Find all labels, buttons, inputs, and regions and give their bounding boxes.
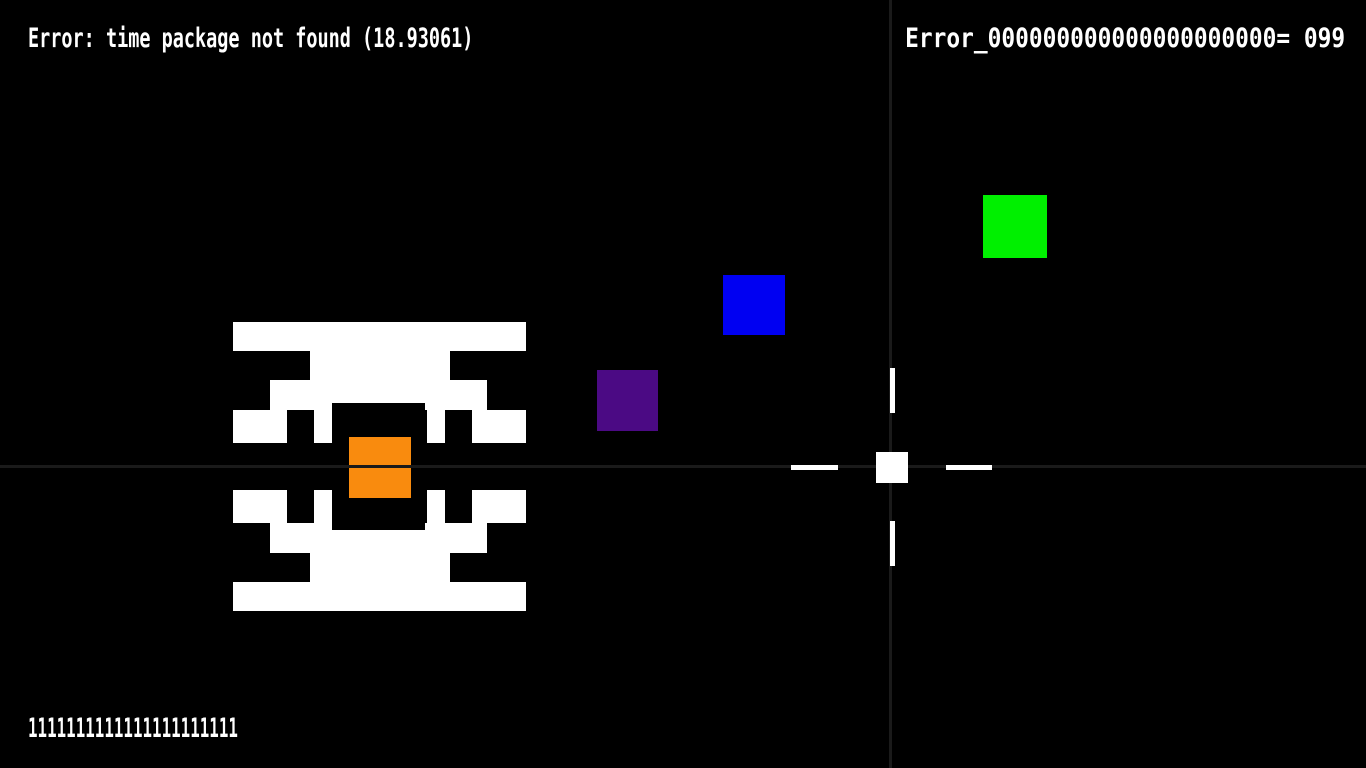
crosshair-tick-right [946,465,992,470]
error-code-right: Error_000000000000000000000= 099 [904,23,1345,54]
sprite-block [472,490,526,523]
sprite-block [270,530,487,553]
purple-square[interactable] [597,370,658,431]
crosshair-tick-bottom [890,521,895,566]
axis-line-horizontal [0,465,1366,468]
sprite-block [425,403,487,410]
crosshair-tick-top [890,368,895,413]
green-square[interactable] [983,195,1047,258]
sprite-block [270,403,332,410]
sprite-block [270,523,332,530]
sprite-block [233,582,526,611]
crosshair-tick-left [791,465,838,470]
sprite-block [425,523,487,530]
sprite-block [314,410,332,443]
sprite-block [427,490,445,523]
sprite-block [233,490,287,523]
sprite-block [427,410,445,443]
sprite-block [270,380,487,403]
error-message-left: Error: time package not found (18.93061) [28,23,474,54]
ones-counter: 1111111111111111111111 [28,713,238,744]
crosshair-center-square[interactable] [876,452,908,483]
blue-square[interactable] [723,275,785,335]
sprite-block [472,410,526,443]
sprite-block [233,410,287,443]
sprite-block [310,553,450,582]
sprite-block [233,322,526,351]
sprite-block [310,351,450,380]
sprite-block [314,490,332,523]
